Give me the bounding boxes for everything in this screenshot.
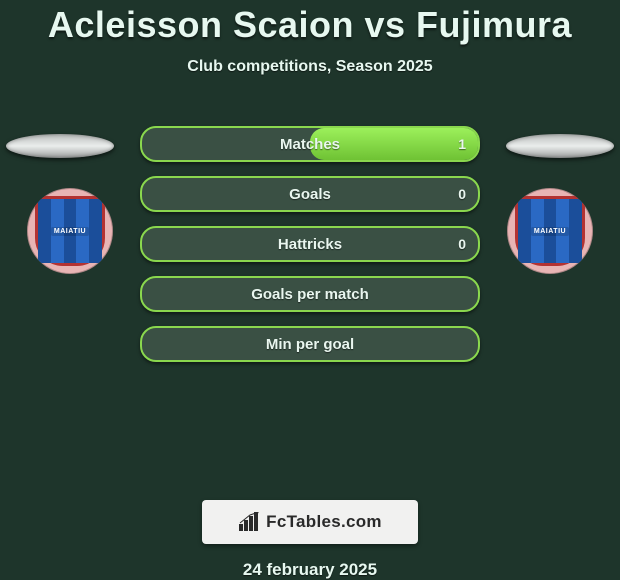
branding-badge: FcTables.com xyxy=(202,500,418,544)
date-line: 24 february 2025 xyxy=(243,560,377,580)
stat-value-right xyxy=(454,278,478,310)
page-subtitle: Club competitions, Season 2025 xyxy=(187,58,432,76)
stat-value-right: 0 xyxy=(446,228,478,260)
compare-body: MAIATIU MAIATIU 1Matches0Goals0Hattricks… xyxy=(0,108,620,244)
club-crest-right-shield: MAIATIU xyxy=(515,196,585,266)
club-crest-left-shield: MAIATIU xyxy=(35,196,105,266)
club-crest-right-label: MAIATIU xyxy=(531,227,569,236)
stat-value-left xyxy=(142,228,166,260)
stat-label: Goals per match xyxy=(251,286,369,303)
stat-value-right: 0 xyxy=(446,178,478,210)
comparison-infographic: Acleisson Scaion vs Fujimura Club compet… xyxy=(0,0,620,580)
stat-label: Min per goal xyxy=(266,336,354,353)
stat-pill: 0 Goals xyxy=(140,176,480,212)
stat-rows: 1 Matches 0 Goals 0 Hattricks Goals per match M… xyxy=(140,126,480,362)
stat-label: Goals xyxy=(289,186,331,203)
stat-value-left xyxy=(142,328,166,360)
stat-pill: 1 Matches xyxy=(140,126,480,162)
stat-pill: 0 Hattricks xyxy=(140,226,480,262)
page-title: Acleisson Scaion vs Fujimura xyxy=(48,4,572,46)
stat-value-left xyxy=(142,128,166,160)
club-crest-right: MAIATIU xyxy=(507,188,593,274)
branding-text: FcTables.com xyxy=(266,512,382,532)
club-crest-left-label: MAIATIU xyxy=(51,227,89,236)
club-crest-left: MAIATIU xyxy=(27,188,113,274)
stat-label: Matches xyxy=(280,136,340,153)
stat-label: Hattricks xyxy=(278,236,342,253)
player-flag-left xyxy=(6,134,114,158)
stat-value-right: 1 xyxy=(446,128,478,160)
stat-value-right xyxy=(454,328,478,360)
stat-pill: Goals per match xyxy=(140,276,480,312)
stat-value-left xyxy=(142,178,166,210)
stat-value-left xyxy=(142,278,166,310)
branding-chart-icon xyxy=(238,512,260,532)
stat-pill: Min per goal xyxy=(140,326,480,362)
player-flag-right xyxy=(506,134,614,158)
